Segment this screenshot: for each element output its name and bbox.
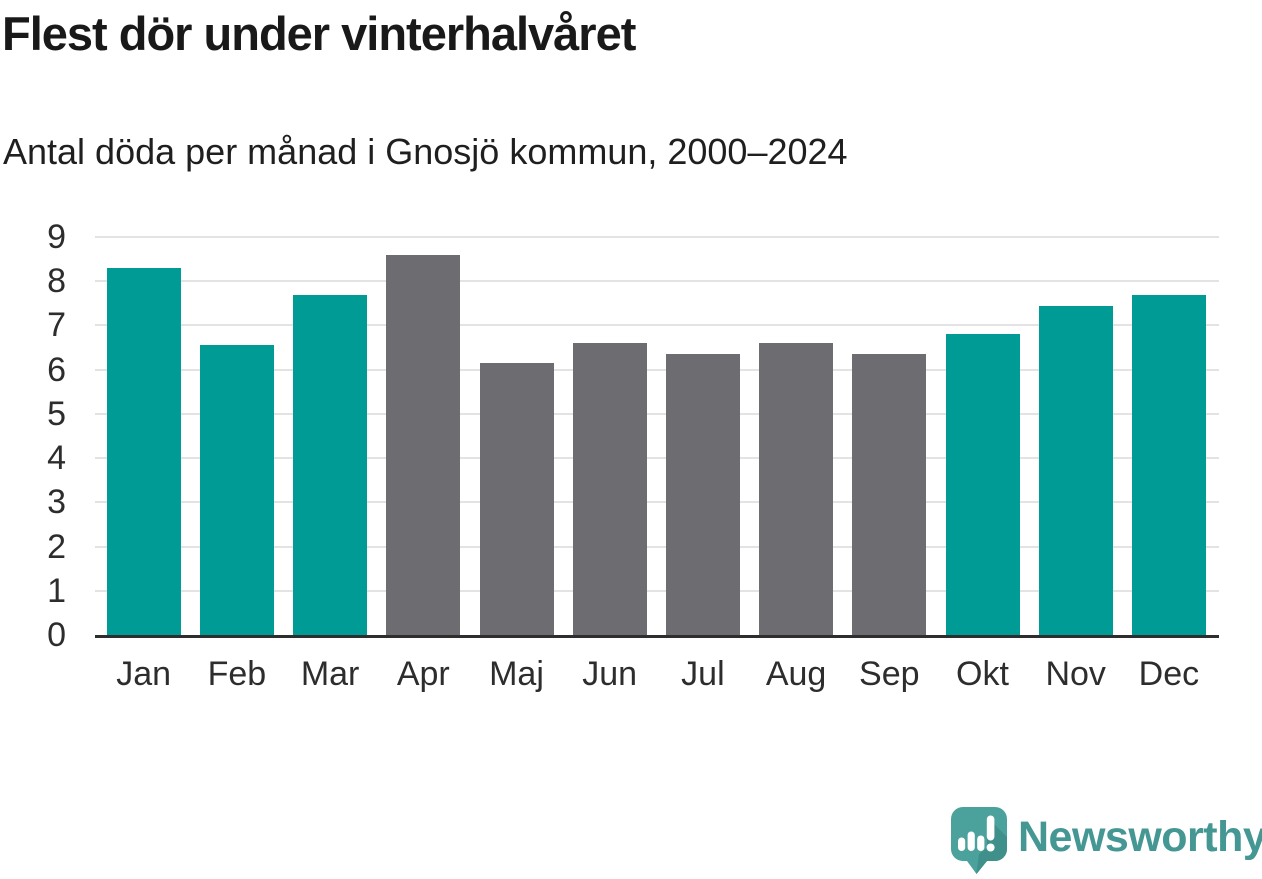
newsworthy-logo-icon: [951, 807, 1007, 874]
gridline-9: [95, 236, 1219, 238]
y-tick-label-5: 5: [47, 394, 66, 433]
bar-nov: [1038, 305, 1113, 635]
logo-bar-2: [967, 831, 975, 851]
chart-title: Flest dör under vinterhalvåret: [2, 7, 636, 60]
gridline-4: [95, 457, 1219, 460]
bar-dec: [1131, 294, 1206, 635]
brand-name: Newsworthy: [1018, 813, 1262, 861]
x-tick-label-apr: Apr: [396, 655, 450, 693]
y-tick-label-7: 7: [47, 306, 66, 345]
bar-jan: [106, 267, 181, 635]
y-tick-label-6: 6: [47, 350, 66, 389]
bar-feb: [199, 345, 274, 635]
y-tick-label-2: 2: [47, 527, 66, 566]
bar-apr: [386, 254, 461, 635]
gridline-2: [95, 545, 1219, 548]
bar-jun: [572, 343, 647, 635]
x-tick-label-mar: Mar: [300, 655, 360, 693]
x-tick-label-maj: Maj: [489, 655, 544, 693]
x-tick-label-jun: Jun: [582, 655, 638, 693]
y-tick-label-1: 1: [47, 571, 66, 610]
brand-footer: Newsworthy: [946, 804, 1262, 876]
bar-sep: [852, 354, 927, 635]
gridline-3: [95, 501, 1219, 504]
x-tick-label-dec: Dec: [1138, 655, 1200, 693]
logo-exclamation-dot: [986, 843, 995, 852]
bar-mar: [293, 294, 368, 635]
gridline-7: [95, 324, 1219, 327]
logo-bar-3: [977, 835, 985, 851]
x-tick-label-sep: Sep: [859, 655, 920, 693]
bar-okt: [945, 334, 1020, 635]
y-tick-label-9: 9: [47, 218, 66, 256]
gridline-1: [95, 589, 1219, 592]
bar-maj: [479, 363, 554, 635]
plot-area: [95, 236, 1219, 638]
x-tick-label-jan: Jan: [116, 655, 172, 693]
x-tick-label-jul: Jul: [681, 655, 725, 693]
logo-exclamation-stem: [986, 815, 995, 841]
gridline-5: [95, 412, 1219, 415]
bar-aug: [759, 343, 834, 635]
logo-bar-1: [958, 837, 966, 851]
x-tick-label-okt: Okt: [956, 655, 1009, 693]
x-tick-label-feb: Feb: [207, 655, 267, 693]
x-tick-label-nov: Nov: [1045, 655, 1106, 693]
bar-jul: [665, 354, 740, 635]
gridline-8: [95, 280, 1219, 283]
y-tick-label-8: 8: [47, 262, 66, 301]
x-tick-label-aug: Aug: [765, 655, 827, 693]
gridline-6: [95, 368, 1219, 371]
y-tick-label-0: 0: [47, 616, 66, 654]
y-tick-label-4: 4: [47, 439, 66, 478]
chart-subtitle: Antal döda per månad i Gnosjö kommun, 20…: [3, 131, 848, 172]
y-tick-label-3: 3: [47, 483, 66, 522]
